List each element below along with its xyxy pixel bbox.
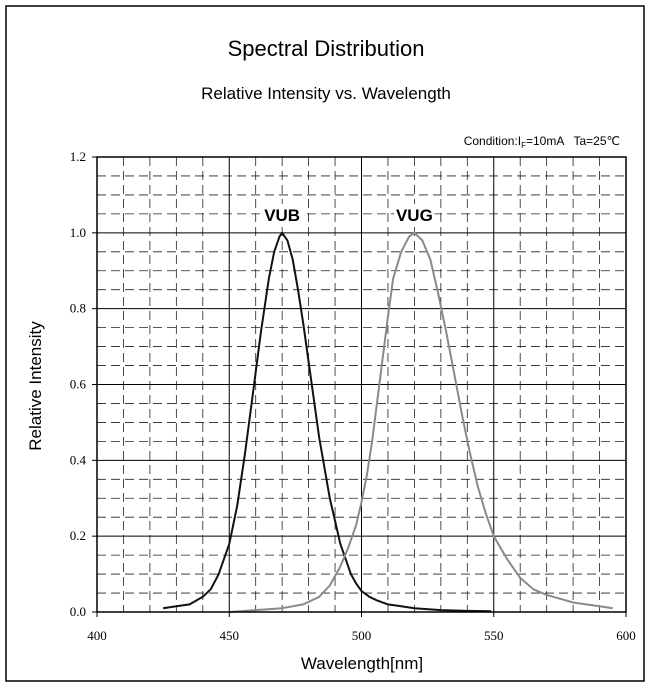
chart-title: Spectral Distribution — [228, 36, 425, 61]
y-tick-label: 1.2 — [70, 149, 86, 164]
y-tick-label: 0.6 — [70, 377, 87, 392]
x-tick-label: 450 — [220, 628, 240, 643]
y-tick-label: 0.2 — [70, 528, 86, 543]
annotation-bg-vub — [262, 203, 303, 226]
y-tick-label: 0.4 — [70, 452, 87, 467]
x-tick-label: 550 — [484, 628, 504, 643]
condition-spacer — [564, 134, 574, 148]
y-axis-label: Relative Intensity — [26, 321, 45, 451]
series-label-vug: VUG — [396, 206, 433, 225]
x-tick-label: 600 — [616, 628, 636, 643]
condition-subscript: F — [521, 141, 526, 150]
condition-label: Condition:IF=10mA Ta=25℃ — [464, 134, 620, 150]
axis-ticks — [92, 156, 627, 617]
chart-subtitle: Relative Intensity vs. Wavelength — [201, 84, 451, 103]
series-label-vub: VUB — [264, 206, 300, 225]
major-grid — [97, 157, 626, 612]
series-line-vug — [229, 231, 613, 613]
condition-current: =10mA — [526, 134, 564, 148]
outer-frame — [5, 5, 645, 682]
series-layer — [162, 231, 613, 613]
y-tick-label: 0.8 — [70, 301, 86, 316]
tick-labels: 400 450 500 550 600 0.0 0.2 0.4 0.6 0.8 1.0 1.2 — [70, 149, 636, 643]
x-tick-label: 500 — [352, 628, 372, 643]
y-tick-label: 1.0 — [70, 225, 86, 240]
series-line-vub — [162, 231, 492, 613]
annotation-bg-vug — [394, 203, 435, 226]
x-axis-label: Wavelength[nm] — [301, 654, 423, 673]
annotation-layer: VUB VUG — [262, 203, 435, 226]
condition-temperature: Ta=25℃ — [573, 134, 620, 148]
plot-area-frame — [96, 156, 627, 613]
x-tick-label: 400 — [87, 628, 107, 643]
condition-prefix: Condition:I — [464, 134, 521, 148]
y-tick-label: 0.0 — [70, 604, 86, 619]
